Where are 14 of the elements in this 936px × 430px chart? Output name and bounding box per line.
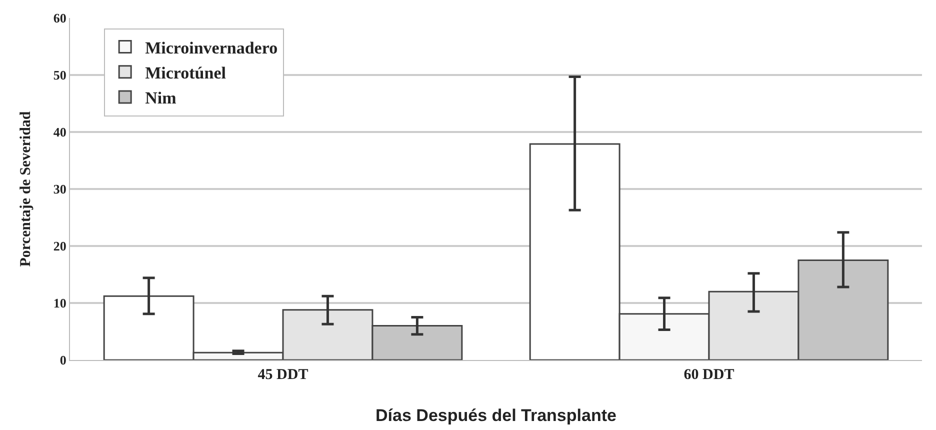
x-axis-title: Días Después del Transplante: [376, 406, 616, 425]
y-tick-label: 20: [53, 238, 66, 254]
y-tick-label: 30: [53, 182, 66, 197]
x-tick-label: 60 DDT: [684, 367, 734, 383]
y-tick-label: 40: [53, 124, 66, 140]
y-tick-label: 50: [53, 68, 66, 83]
legend-label: Microtúnel: [145, 64, 226, 83]
y-tick-label: 0: [60, 352, 66, 368]
y-tick-label: 10: [53, 296, 66, 311]
legend-label: Nim: [145, 88, 176, 108]
x-tick-label: 45 DDT: [258, 367, 308, 383]
legend-label: Microinvernadero: [145, 38, 278, 58]
y-axis-title: Porcentaje de Severidad: [18, 110, 34, 267]
y-tick-label: 60: [53, 10, 66, 26]
